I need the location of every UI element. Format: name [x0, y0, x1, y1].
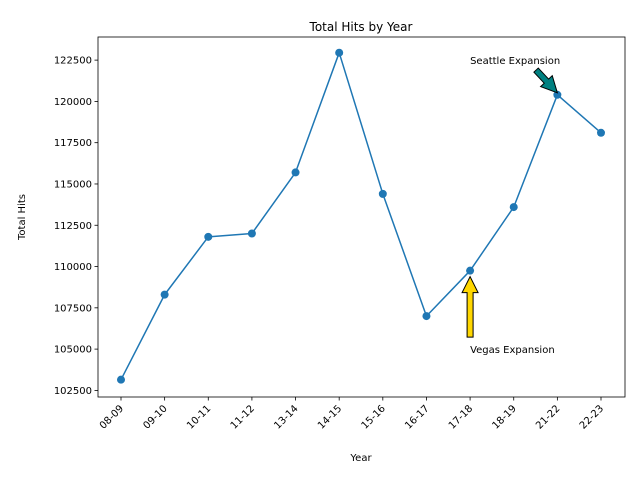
annotation-arrow — [461, 275, 479, 338]
y-tick-label: 112500 — [54, 221, 92, 232]
data-point — [117, 375, 125, 384]
x-axis-label: Year — [349, 453, 372, 464]
y-tick-label: 110000 — [54, 262, 92, 273]
annotation-label: Seattle Expansion — [470, 56, 560, 67]
data-point — [160, 290, 169, 299]
x-axis: 08-09 09-10 10-11 11-12 13-14 14-15 15-16 16-17… — [98, 397, 606, 432]
data-point — [466, 266, 475, 275]
x-tick-label: 22-23 — [578, 403, 606, 431]
series-layer — [117, 48, 605, 384]
data-point — [422, 312, 431, 321]
y-tick-label: 102500 — [54, 386, 92, 397]
y-tick-label: 120000 — [54, 97, 92, 108]
data-point — [247, 229, 256, 238]
data-point — [378, 189, 387, 198]
plot-frame — [97, 36, 626, 398]
x-tick-label: 10-11 — [185, 403, 213, 431]
annotations-layer: Seattle Expansion Vegas Expansion — [461, 56, 560, 356]
y-tick-label: 105000 — [54, 345, 92, 356]
y-tick-label: 115000 — [54, 179, 92, 190]
x-tick-label: 16-17 — [403, 403, 431, 431]
data-point — [597, 128, 605, 137]
y-axis-label: Total Hits — [17, 194, 28, 241]
x-tick-label: 09-10 — [141, 403, 169, 431]
annotation-label: Vegas Expansion — [470, 345, 555, 356]
x-tick-label: 17-18 — [447, 403, 475, 431]
y-tick-label: 107500 — [54, 303, 92, 314]
x-tick-label: 18-19 — [491, 403, 519, 431]
x-tick-label: 21-22 — [534, 403, 562, 431]
data-point — [335, 48, 344, 57]
x-tick-label: 11-12 — [229, 403, 257, 431]
data-point — [204, 232, 213, 241]
y-tick-label: 122500 — [54, 56, 92, 67]
x-tick-label: 15-16 — [360, 403, 388, 431]
data-point — [291, 168, 300, 177]
y-tick-label: 117500 — [54, 138, 92, 149]
x-tick-label: 08-09 — [98, 403, 126, 431]
series-line — [120, 51, 602, 381]
chart-title: Total Hits by Year — [309, 20, 413, 34]
annotation-arrow — [533, 67, 559, 94]
data-point — [509, 203, 518, 212]
x-tick-label: 13-14 — [272, 403, 300, 431]
data-point — [553, 90, 562, 99]
x-tick-label: 14-15 — [316, 403, 344, 431]
y-axis: 102500 105000 107500 110000 112500 115000 1175… — [54, 56, 98, 397]
